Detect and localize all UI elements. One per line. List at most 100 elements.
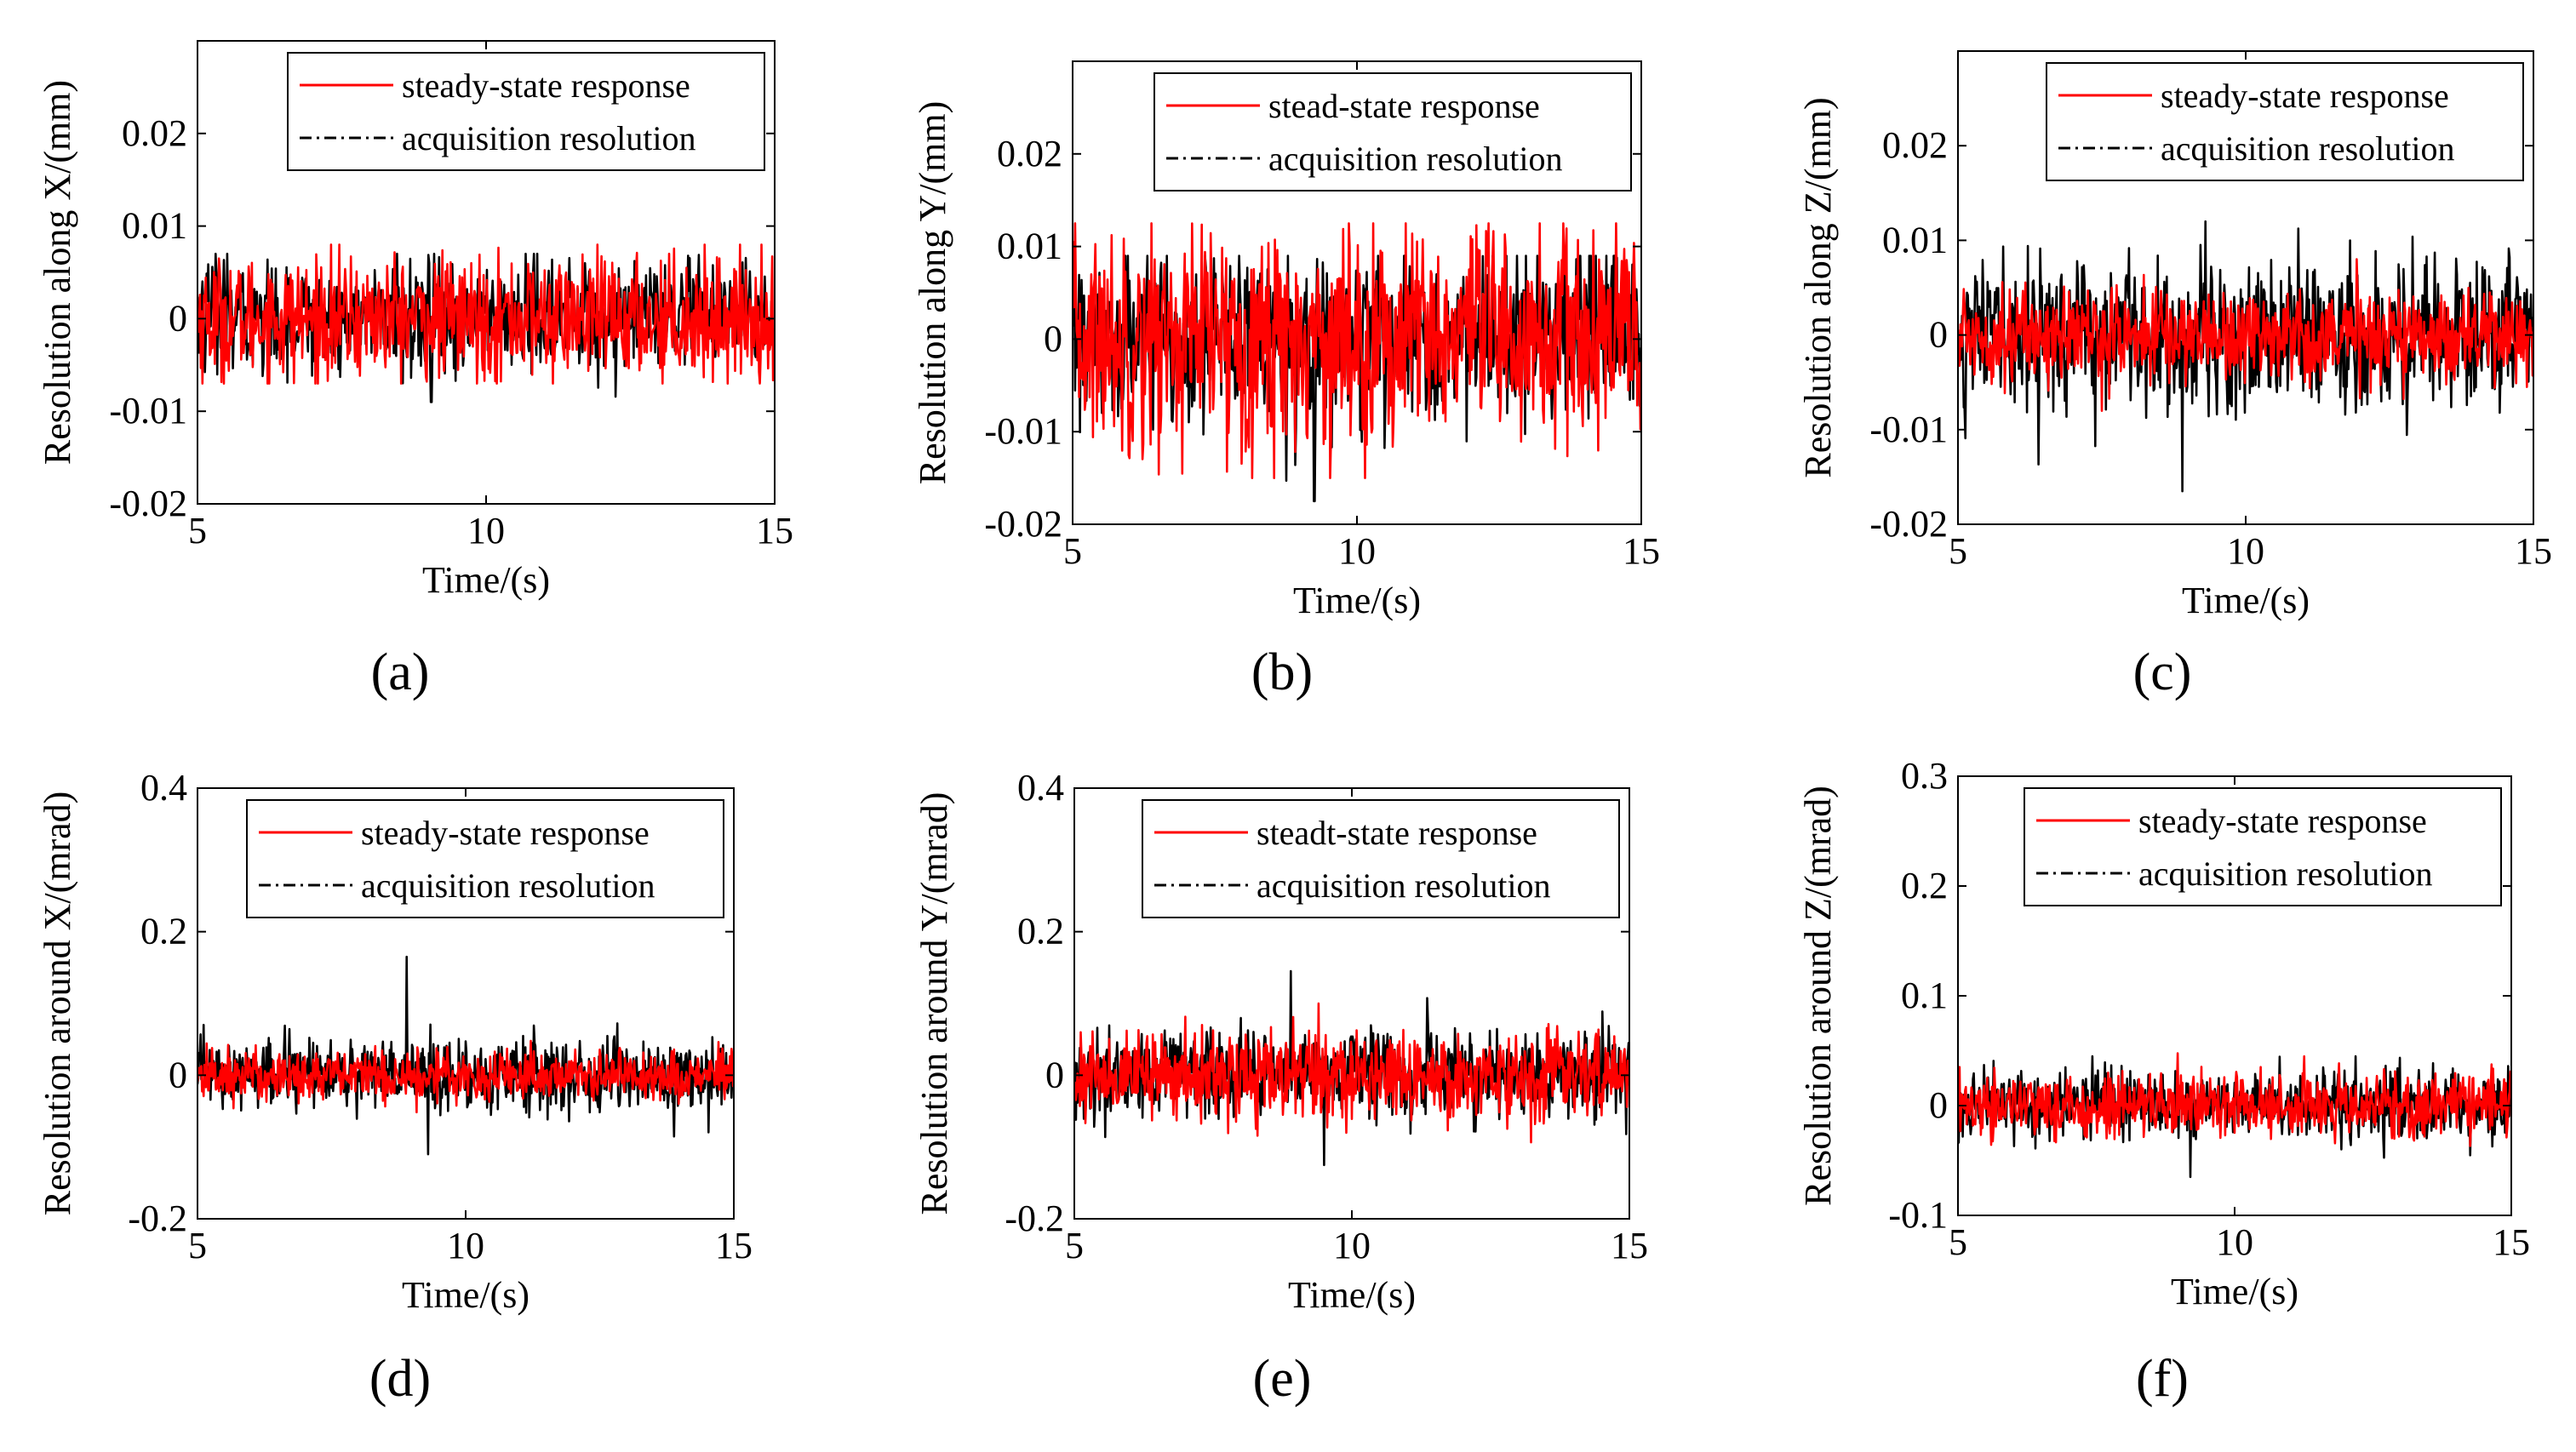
y-axis-label: Resolution along Z/(mm)	[1797, 97, 1839, 477]
x-tick-label: 15	[1623, 530, 1660, 572]
y-tick-label: 0.2	[1901, 865, 1948, 906]
x-axis-label: Time/(s)	[1288, 1274, 1416, 1316]
y-tick-label: 0	[1929, 314, 1948, 356]
legend-box	[1153, 72, 1632, 192]
x-axis-label: Time/(s)	[2182, 580, 2310, 621]
panel-caption: (f)	[2136, 1350, 2189, 1408]
y-tick-label: -0.01	[1869, 409, 1948, 450]
x-tick-label: 10	[2216, 1221, 2253, 1263]
legend-label: acquisition resolution	[2138, 855, 2433, 893]
series-line-response	[197, 243, 775, 385]
x-tick-label: 10	[1333, 1225, 1371, 1266]
legend-label: acquisition resolution	[361, 866, 655, 905]
x-tick-label: 5	[188, 510, 207, 552]
legend-label: steadt-state response	[1257, 814, 1537, 852]
x-axis-label: Time/(s)	[402, 1274, 530, 1316]
traces	[197, 243, 775, 403]
y-tick-label: 0.3	[1901, 755, 1948, 797]
legend-label: steady-state response	[402, 66, 690, 105]
y-tick-label: -0.02	[984, 503, 1062, 545]
x-tick-label: 5	[1065, 1225, 1084, 1266]
legend-box	[2024, 787, 2502, 906]
y-tick-label: 0.01	[997, 226, 1062, 267]
panel-a: 5 10 15 -0.02 -0.01 0 0.01 0.02 Time/(s) Resoluti…	[37, 40, 793, 701]
panel-e: 5 10 15 -0.2 0 0.2 0.4 Time/(s) Resolution aroun…	[913, 767, 1648, 1408]
panel-c: 5 10 15 -0.02 -0.01 0 0.01 0.02 Time/(s) Resoluti…	[1797, 50, 2552, 701]
traces	[1073, 222, 1641, 503]
series-line-response	[1074, 1002, 1629, 1144]
x-tick-label: 10	[467, 510, 505, 552]
panel-f: 5 10 15 -0.1 0 0.1 0.2 0.3 Time/(s) Resolution ar…	[1797, 755, 2530, 1408]
y-tick-label: -0.01	[984, 410, 1062, 452]
y-tick-label: -0.01	[109, 390, 187, 432]
panel-caption: (b)	[1251, 643, 1313, 701]
y-tick-label: 0.4	[140, 767, 187, 809]
series-line-response	[1073, 222, 1641, 479]
y-tick-label: 0.2	[140, 911, 187, 952]
y-tick-label: 0.2	[1017, 911, 1064, 952]
traces	[197, 955, 734, 1156]
series-line-response	[197, 1039, 734, 1114]
y-axis-label: Resolution along Y/(mm)	[912, 101, 953, 485]
panel-b: 5 10 15 -0.02 -0.01 0 0.01 0.02 Time/(s) Resoluti…	[912, 60, 1660, 701]
y-tick-label: 0.4	[1017, 767, 1064, 809]
legend-label: acquisition resolution	[1268, 140, 1563, 178]
y-axis-label: Resolution around X/(mrad)	[37, 792, 78, 1216]
legend-box	[2046, 62, 2524, 181]
y-axis-label: Resolution around Y/(mrad)	[913, 792, 955, 1215]
y-tick-label: -0.2	[1005, 1198, 1064, 1239]
series-line-response	[1958, 1052, 2511, 1147]
legend-box	[1142, 799, 1620, 918]
legend-label: acquisition resolution	[2161, 129, 2455, 168]
x-axis-label: Time/(s)	[1293, 580, 1421, 621]
legend-label: steady-state response	[361, 814, 650, 852]
panel-caption: (a)	[371, 643, 430, 701]
legend-label: stead-state response	[1268, 87, 1540, 125]
traces	[1074, 969, 1629, 1167]
y-tick-label: 0	[169, 297, 187, 339]
x-axis-label: Time/(s)	[422, 559, 550, 601]
y-tick-label: 0	[1045, 1054, 1064, 1095]
panel-caption: (d)	[369, 1350, 431, 1408]
series-line-response	[1958, 258, 2533, 412]
x-tick-label: 15	[715, 1225, 753, 1266]
x-tick-label: 10	[2227, 530, 2264, 572]
y-tick-label: 0.01	[122, 205, 187, 247]
legend: stead-state response acquisition resoluti…	[1153, 72, 1632, 192]
y-tick-label: -0.1	[1888, 1194, 1948, 1236]
y-tick-label: 0.02	[997, 133, 1062, 174]
x-tick-label: 15	[2515, 530, 2552, 572]
legend-box	[246, 799, 724, 918]
x-tick-label: 15	[2493, 1221, 2530, 1263]
y-tick-label: -0.02	[1869, 503, 1948, 545]
y-axis-label: Resolution around Z/(mrad)	[1797, 786, 1839, 1206]
legend: steady-state response acquisition resolut…	[246, 799, 724, 918]
traces	[1958, 220, 2533, 493]
legend-box	[287, 52, 765, 171]
legend-label: steady-state response	[2138, 802, 2427, 840]
traces	[1958, 1052, 2511, 1179]
y-tick-label: 0.02	[122, 112, 187, 154]
x-tick-label: 10	[1338, 530, 1376, 572]
y-tick-label: -0.2	[128, 1198, 187, 1239]
x-tick-label: 5	[1949, 1221, 1967, 1263]
y-tick-label: 0.02	[1882, 124, 1948, 166]
y-tick-label: 0	[1929, 1084, 1948, 1126]
y-tick-label: 0.1	[1901, 975, 1948, 1016]
y-tick-label: 0	[169, 1054, 187, 1095]
x-tick-label: 5	[1949, 530, 1967, 572]
x-tick-label: 10	[447, 1225, 484, 1266]
x-axis-label: Time/(s)	[2171, 1271, 2298, 1312]
legend-label: acquisition resolution	[1257, 866, 1551, 905]
legend-label: acquisition resolution	[402, 119, 696, 157]
x-tick-label: 5	[1063, 530, 1082, 572]
x-tick-label: 15	[1611, 1225, 1648, 1266]
legend: steady-state response acquisition resolut…	[2046, 62, 2524, 181]
legend: steadt-state response acquisition resolut…	[1142, 799, 1620, 918]
legend: steady-state response acquisition resolut…	[287, 52, 765, 171]
x-tick-label: 5	[188, 1225, 207, 1266]
panel-caption: (c)	[2133, 643, 2192, 701]
y-tick-label: 0.01	[1882, 219, 1948, 260]
legend: steady-state response acquisition resolut…	[2024, 787, 2502, 906]
